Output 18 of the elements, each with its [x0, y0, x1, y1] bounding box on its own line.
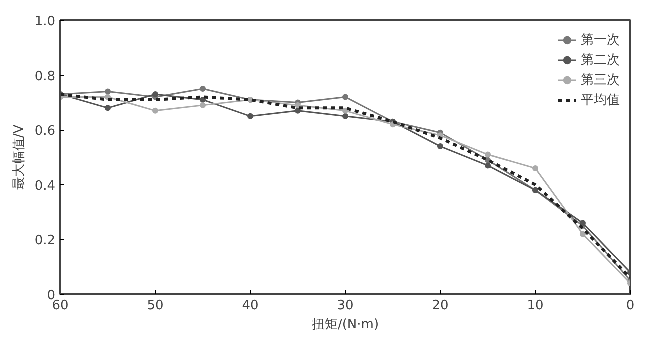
- y-axis-title: 最大幅值/V: [12, 124, 27, 190]
- y-tick-label: 1.0: [34, 14, 56, 30]
- y-tick-label: 0.8: [34, 69, 56, 84]
- y-tick-label: 0.4: [34, 178, 56, 194]
- x-tick-label: 30: [337, 298, 354, 314]
- x-tick-label: 60: [52, 298, 69, 314]
- legend-label: 第二次: [581, 52, 620, 69]
- legend-label: 平均值: [581, 92, 620, 109]
- legend-label: 第三次: [581, 72, 620, 89]
- x-axis-title: 扭矩/(N·m): [312, 318, 380, 332]
- x-tick-label: 50: [147, 298, 164, 314]
- y-tick-label: 0.6: [34, 124, 56, 140]
- x-tick-label: 0: [626, 298, 635, 314]
- x-tick-label: 10: [527, 298, 544, 314]
- legend-label: 第一次: [581, 32, 620, 49]
- x-tick-label: 20: [432, 298, 449, 314]
- y-tick-label: 0.2: [34, 234, 56, 249]
- x-tick-label: 40: [242, 298, 259, 314]
